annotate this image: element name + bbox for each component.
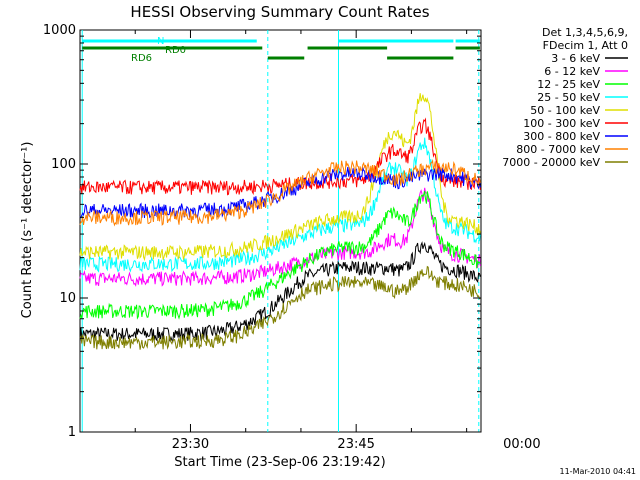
y-tick-label: 10 [59, 291, 76, 306]
legend-header: Det 1,3,4,5,6,9, [542, 26, 628, 39]
legend-entry: 6 - 12 keV [544, 65, 600, 78]
legend-entry: 25 - 50 keV [537, 91, 600, 104]
x-tick-label: 23:30 [172, 437, 209, 452]
x-tick-label: 00:00 [503, 437, 540, 452]
y-axis: 1 10 100 1000 [43, 23, 481, 440]
plot-frame [79, 29, 482, 433]
y-axis-label: Count Rate (s⁻¹ detector⁻¹) [20, 142, 35, 319]
legend-entry: 100 - 300 keV [523, 117, 600, 130]
legend: Det 1,3,4,5,6,9,FDecim 1, Att 03 - 6 keV… [502, 26, 628, 169]
legend-entry: 300 - 800 keV [523, 130, 600, 143]
legend-entry: 800 - 7000 keV [516, 143, 600, 156]
y-tick-label: 100 [51, 157, 76, 172]
x-axis-label: Start Time (23-Sep-06 23:19:42) [174, 455, 385, 470]
legend-entry: 12 - 25 keV [537, 78, 600, 91]
series-line-7 [79, 158, 481, 227]
series-line-1 [79, 187, 481, 287]
series-line-5 [79, 117, 481, 196]
series-line-8 [79, 265, 481, 350]
y-tick-label: 1000 [43, 23, 76, 38]
flag-label-rd0: RD0 [165, 45, 186, 56]
y-tick-label: 1 [68, 425, 76, 440]
legend-entry: 3 - 6 keV [551, 52, 600, 65]
series-line-2 [79, 190, 481, 320]
legend-entry: 7000 - 20000 keV [502, 156, 600, 169]
legend-entry: 50 - 100 keV [530, 104, 600, 117]
footer-timestamp: 11-Mar-2010 04:41 [560, 467, 637, 476]
series-line-6 [79, 166, 481, 219]
flag-label-n: N [157, 36, 164, 47]
x-tick-label: 23:45 [337, 437, 374, 452]
legend-header: FDecim 1, Att 0 [543, 39, 628, 52]
chart-title: HESSI Observing Summary Count Rates [130, 3, 429, 21]
series-line-0 [79, 241, 481, 343]
series-line-3 [79, 137, 481, 273]
flag-label-rd6: RD6 [131, 53, 152, 64]
series-line-4 [79, 93, 481, 262]
